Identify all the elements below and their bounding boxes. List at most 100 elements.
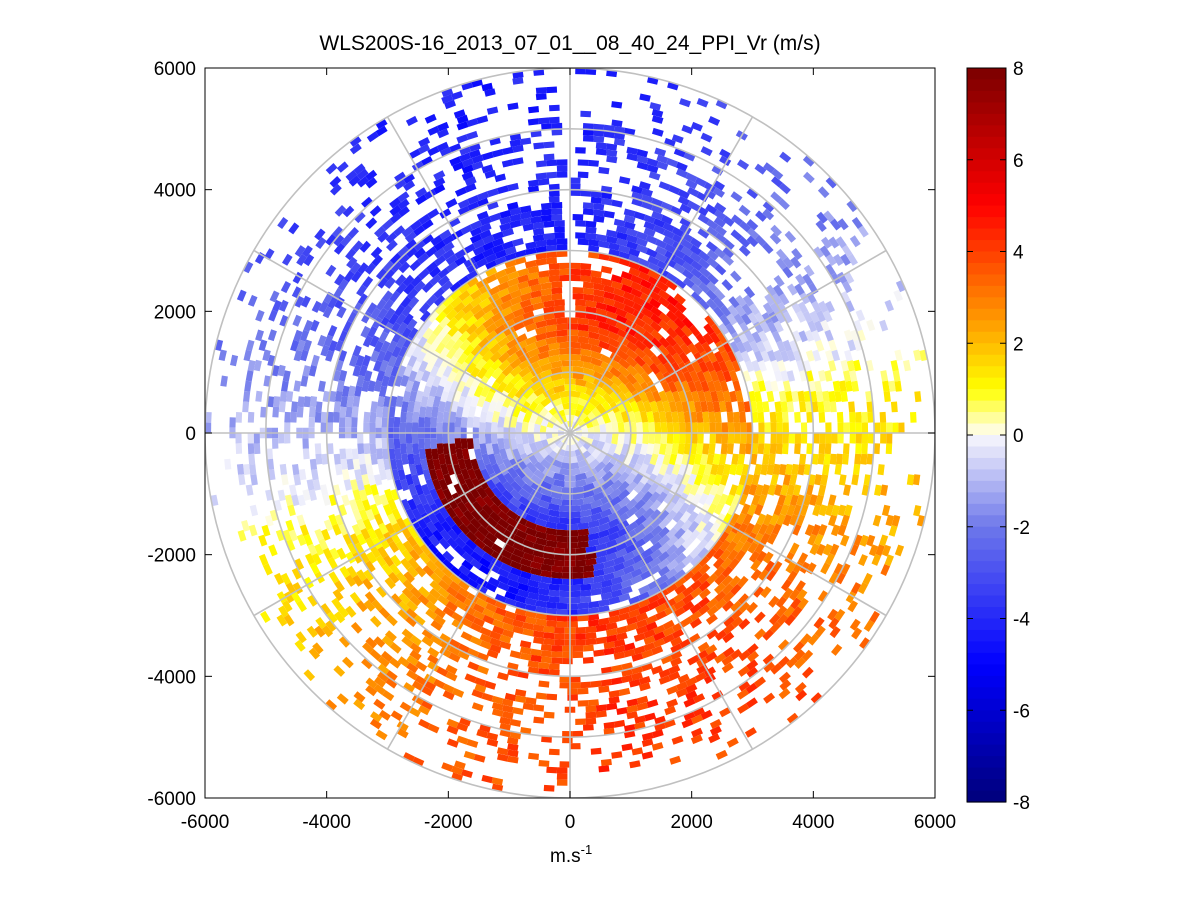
velocity-cell <box>585 638 597 646</box>
velocity-cell <box>464 501 476 514</box>
velocity-cell <box>525 527 538 537</box>
velocity-cell <box>518 488 531 500</box>
velocity-cell <box>545 324 558 333</box>
velocity-cell <box>403 282 415 295</box>
velocity-cell <box>253 433 260 444</box>
velocity-cell <box>770 224 782 237</box>
velocity-cell <box>540 202 552 210</box>
velocity-cell <box>763 443 771 455</box>
velocity-cell <box>636 161 649 171</box>
velocity-cell <box>567 335 579 343</box>
polar-grid <box>205 68 935 798</box>
x-tick-label: -4000 <box>302 812 351 833</box>
velocity-cell <box>499 716 511 725</box>
velocity-cell <box>598 516 611 526</box>
velocity-cell <box>708 733 721 744</box>
velocity-cell <box>677 411 686 423</box>
velocity-cell <box>658 411 667 423</box>
velocity-cell <box>424 448 433 460</box>
velocity-cell <box>490 433 498 445</box>
velocity-cell <box>460 438 468 450</box>
velocity-cell <box>588 331 600 340</box>
velocity-cell <box>655 238 668 249</box>
velocity-cell <box>515 346 528 358</box>
velocity-cell <box>681 124 694 135</box>
velocity-cell <box>600 758 612 767</box>
velocity-cell <box>653 218 666 228</box>
colorbar-tick-label: 8 <box>1013 59 1024 80</box>
velocity-cell <box>882 380 890 392</box>
velocity-cell <box>683 483 694 496</box>
velocity-cell <box>433 287 446 299</box>
velocity-cell <box>507 102 519 111</box>
velocity-cell <box>297 396 305 408</box>
velocity-cell <box>556 317 568 325</box>
velocity-cell <box>789 339 799 352</box>
velocity-cell <box>432 529 444 542</box>
velocity-cell <box>443 380 453 393</box>
velocity-cell <box>762 453 770 465</box>
velocity-cell <box>554 633 565 640</box>
azimuth-spoke <box>569 432 887 617</box>
velocity-cell <box>545 330 558 339</box>
velocity-cell <box>765 284 777 297</box>
velocity-cell <box>771 560 783 573</box>
velocity-cell <box>611 677 623 685</box>
velocity-cell <box>636 244 649 254</box>
velocity-cell <box>736 341 747 354</box>
velocity-cell <box>373 698 386 710</box>
colorbar-segment <box>967 194 1006 207</box>
velocity-cell <box>762 513 773 526</box>
velocity-cell <box>829 626 841 639</box>
velocity-cell <box>662 229 675 240</box>
velocity-cell <box>525 322 538 333</box>
velocity-cell <box>650 306 663 317</box>
velocity-cell <box>700 132 713 143</box>
velocity-cell <box>636 619 648 629</box>
velocity-cell <box>617 505 630 517</box>
velocity-cell <box>255 309 265 322</box>
velocity-cell <box>517 582 530 592</box>
velocity-cell <box>577 528 590 537</box>
velocity-cell <box>567 621 578 628</box>
velocity-cell <box>657 296 670 308</box>
velocity-cell <box>527 508 540 519</box>
velocity-cell <box>556 250 568 258</box>
velocity-cell <box>429 350 441 363</box>
velocity-cell <box>605 304 618 314</box>
velocity-cell <box>623 421 631 433</box>
velocity-cell <box>469 622 482 633</box>
velocity-cell <box>553 553 565 561</box>
velocity-cell <box>412 411 420 423</box>
velocity-cell <box>387 513 398 526</box>
velocity-cell <box>799 292 811 305</box>
velocity-cell <box>577 171 589 179</box>
velocity-cell <box>562 658 573 665</box>
velocity-cell <box>822 464 830 476</box>
velocity-cell <box>365 637 378 649</box>
velocity-cell <box>799 453 807 465</box>
velocity-cell <box>575 639 586 646</box>
velocity-cell <box>554 232 565 239</box>
velocity-cell <box>640 443 649 456</box>
velocity-cell <box>425 608 438 620</box>
velocity-cell <box>469 336 482 349</box>
velocity-cell <box>538 588 550 596</box>
velocity-cell <box>349 143 362 155</box>
velocity-cell <box>780 504 790 516</box>
velocity-cell <box>458 572 471 584</box>
velocity-cell <box>740 350 751 363</box>
velocity-cell <box>538 668 550 676</box>
colorbar-segment <box>967 744 1006 757</box>
velocity-cell <box>559 262 570 270</box>
velocity-cell <box>559 268 570 276</box>
velocity-cell <box>747 312 759 325</box>
velocity-cell <box>453 506 465 519</box>
velocity-cell <box>247 433 254 444</box>
velocity-cell <box>370 615 382 628</box>
velocity-cell <box>811 401 819 413</box>
velocity-cell <box>698 563 711 576</box>
velocity-cell <box>507 284 520 294</box>
velocity-cell <box>463 458 473 471</box>
velocity-cell <box>466 118 479 127</box>
